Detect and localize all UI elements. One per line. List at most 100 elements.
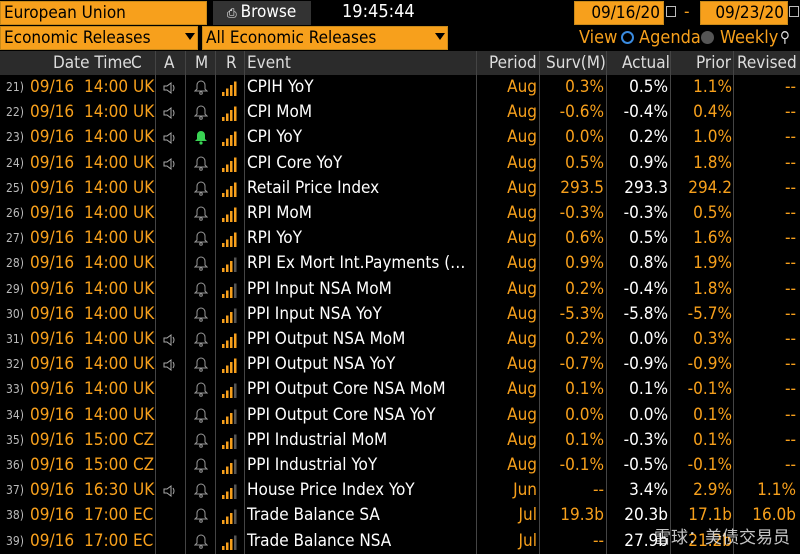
bell-icon[interactable] bbox=[194, 105, 208, 120]
end-date-field[interactable]: 09/23/20 bbox=[700, 1, 788, 25]
start-calendar-icon[interactable] bbox=[666, 6, 676, 17]
bell-icon[interactable] bbox=[194, 433, 208, 448]
watermark: 雪球：美债交易员 bbox=[654, 528, 790, 548]
table-row[interactable]: 39) 09/16 17:00 EC Trade Balance NSA Jul -- 27.… bbox=[0, 529, 800, 554]
bell-icon[interactable] bbox=[194, 307, 208, 322]
row-event[interactable]: PPI Output NSA MoM bbox=[247, 329, 406, 349]
bell-icon[interactable] bbox=[194, 282, 208, 297]
table-row[interactable]: 23) 09/16 14:00 UK CPI YoY Aug 0.0% 0.2% 1.0% -- bbox=[0, 125, 800, 150]
bell-icon[interactable] bbox=[194, 256, 208, 272]
col-memo[interactable]: M bbox=[195, 53, 209, 73]
weekly-radio[interactable] bbox=[701, 31, 714, 44]
table-row[interactable]: 36) 09/16 15:00 CZ PPI Industrial YoY Aug -0.1… bbox=[0, 453, 800, 478]
table-row[interactable]: 38) 09/16 17:00 EC Trade Balance SA Jul 19.3b 2… bbox=[0, 503, 800, 528]
table-row[interactable]: 32) 09/16 14:00 UK PPI Output NSA YoY Aug -0.7… bbox=[0, 352, 800, 377]
table-row[interactable]: 31) 09/16 14:00 UK PPI Output NSA MoM Aug 0.2%… bbox=[0, 327, 800, 352]
row-event[interactable]: RPI YoY bbox=[247, 228, 302, 249]
end-calendar-icon[interactable] bbox=[789, 6, 799, 17]
region-field[interactable]: European Union bbox=[0, 1, 207, 25]
bell-icon[interactable] bbox=[194, 382, 208, 398]
col-relevance[interactable]: R bbox=[226, 53, 237, 73]
speaker-icon[interactable] bbox=[163, 132, 177, 145]
row-survey: 0.2% bbox=[565, 329, 604, 349]
filter-dropdown[interactable]: All Economic Releases bbox=[202, 26, 448, 50]
bell-icon[interactable] bbox=[194, 181, 208, 196]
row-event[interactable]: CPIH YoY bbox=[247, 77, 314, 97]
zoom-icon[interactable]: ⚲ bbox=[780, 28, 790, 46]
row-event[interactable]: Retail Price Index bbox=[247, 177, 380, 198]
speaker-icon[interactable] bbox=[163, 485, 177, 498]
col-period[interactable]: Period bbox=[489, 53, 537, 73]
speaker-icon[interactable] bbox=[163, 82, 177, 94]
col-survey[interactable]: Surv(M) bbox=[546, 53, 606, 73]
table-row[interactable]: 34) 09/16 14:00 UK PPI Output Core NSA YoY Au… bbox=[0, 403, 800, 428]
table-row[interactable]: 30) 09/16 14:00 UK PPI Input NSA YoY Aug -5.3%… bbox=[0, 302, 800, 327]
table-row[interactable]: 37) 09/16 16:30 UK House Price Index YoY Jun -… bbox=[0, 478, 800, 503]
agenda-label[interactable]: Agenda bbox=[639, 27, 701, 48]
table-row[interactable]: 29) 09/16 14:00 UK PPI Input NSA MoM Aug 0.2% -… bbox=[0, 277, 800, 302]
category-dropdown[interactable]: Economic Releases bbox=[0, 26, 198, 50]
row-event[interactable]: PPI Output Core NSA YoY bbox=[247, 404, 436, 425]
col-prior[interactable]: Prior bbox=[696, 53, 732, 73]
row-event[interactable]: PPI Output NSA YoY bbox=[247, 354, 396, 375]
speaker-icon[interactable] bbox=[163, 334, 177, 346]
row-period: Aug bbox=[507, 404, 537, 425]
row-country: UK bbox=[133, 102, 155, 123]
table-row[interactable]: 28) 09/16 14:00 UK RPI Ex Mort Int.Payments … bbox=[0, 251, 800, 276]
col-event[interactable]: Event bbox=[247, 53, 291, 73]
table-row[interactable]: 35) 09/16 15:00 CZ PPI Industrial MoM Aug 0.1%… bbox=[0, 428, 800, 453]
row-date: 09/16 bbox=[30, 329, 75, 349]
browse-button[interactable]: ⎙ Browse bbox=[213, 1, 311, 25]
row-event[interactable]: PPI Input NSA YoY bbox=[247, 303, 382, 324]
bell-icon[interactable] bbox=[194, 508, 208, 524]
bell-icon[interactable] bbox=[194, 534, 208, 549]
col-country[interactable]: C bbox=[131, 53, 142, 73]
speaker-icon[interactable] bbox=[163, 107, 177, 120]
bell-icon[interactable] bbox=[194, 408, 208, 423]
row-actual: 293.3 bbox=[624, 177, 668, 198]
speaker-icon[interactable] bbox=[163, 157, 177, 170]
row-event[interactable]: PPI Input NSA MoM bbox=[247, 278, 392, 299]
row-event[interactable]: Trade Balance SA bbox=[247, 505, 380, 526]
table-row[interactable]: 27) 09/16 14:00 UK RPI YoY Aug 0.6% 0.5% 1.6% -- bbox=[0, 226, 800, 251]
bell-icon[interactable] bbox=[194, 206, 208, 221]
relevance-bars-icon bbox=[222, 283, 237, 298]
weekly-label[interactable]: Weekly bbox=[720, 27, 779, 48]
col-actual[interactable]: Actual bbox=[622, 53, 670, 73]
bell-icon[interactable] bbox=[194, 332, 208, 347]
row-event[interactable]: PPI Industrial MoM bbox=[247, 429, 388, 450]
bell-icon[interactable] bbox=[194, 156, 208, 171]
table-row[interactable]: 24) 09/16 14:00 UK CPI Core YoY Aug 0.5% 0.9% 1.… bbox=[0, 151, 800, 176]
bell-icon[interactable] bbox=[194, 357, 208, 372]
col-revised[interactable]: Revised bbox=[737, 53, 797, 73]
row-event[interactable]: CPI YoY bbox=[247, 127, 303, 148]
start-date-field[interactable]: 09/16/20 bbox=[574, 1, 664, 25]
column-divider bbox=[185, 51, 186, 554]
table-row[interactable]: 22) 09/16 14:00 UK CPI MoM Aug -0.6% -0.4% 0.4% -… bbox=[0, 100, 800, 125]
row-event[interactable]: RPI Ex Mort Int.Payments (… bbox=[247, 253, 466, 274]
row-event[interactable]: Trade Balance NSA bbox=[247, 530, 392, 551]
table-row[interactable]: 25) 09/16 14:00 UK Retail Price Index Aug 293.… bbox=[0, 176, 800, 201]
row-survey: -5.3% bbox=[559, 303, 604, 324]
bell-icon[interactable] bbox=[194, 80, 208, 95]
bell-icon[interactable] bbox=[194, 231, 208, 246]
table-row[interactable]: 21) 09/16 14:00 UK CPIH YoY Aug 0.3% 0.5% 1.1% -- bbox=[0, 75, 800, 100]
col-date-time[interactable]: Date Time bbox=[53, 53, 132, 73]
row-event[interactable]: House Price Index YoY bbox=[247, 480, 415, 501]
row-country: UK bbox=[133, 127, 155, 148]
bell-icon[interactable] bbox=[194, 130, 208, 145]
agenda-radio[interactable] bbox=[621, 31, 634, 44]
column-header: Date Time C A M R Event Period Surv(M) A… bbox=[0, 51, 800, 75]
row-event[interactable]: RPI MoM bbox=[247, 203, 312, 223]
row-event[interactable]: CPI Core YoY bbox=[247, 152, 343, 173]
bell-icon[interactable] bbox=[194, 483, 208, 498]
row-event[interactable]: PPI Output Core NSA MoM bbox=[247, 379, 446, 400]
table-row[interactable]: 26) 09/16 14:00 UK RPI MoM Aug -0.3% -0.3% 0.5% -… bbox=[0, 201, 800, 226]
row-number: 33) bbox=[6, 382, 24, 397]
table-row[interactable]: 33) 09/16 14:00 UK PPI Output Core NSA MoM Au… bbox=[0, 377, 800, 402]
row-event[interactable]: CPI MoM bbox=[247, 102, 313, 123]
bell-icon[interactable] bbox=[194, 458, 208, 473]
row-event[interactable]: PPI Industrial YoY bbox=[247, 455, 378, 475]
col-alert[interactable]: A bbox=[164, 53, 175, 73]
speaker-icon[interactable] bbox=[163, 359, 177, 372]
